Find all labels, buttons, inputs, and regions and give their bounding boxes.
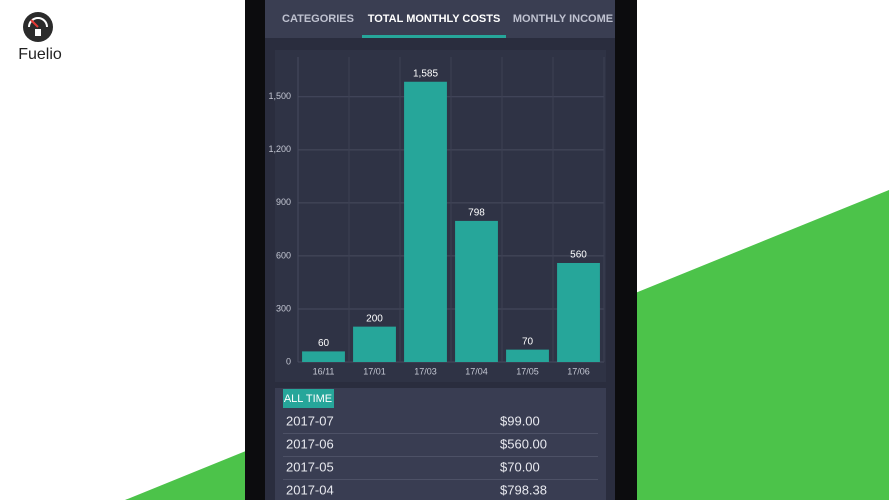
bar bbox=[455, 220, 498, 362]
x-tick-label: 17/01 bbox=[363, 366, 386, 376]
y-tick-label: 1,200 bbox=[268, 144, 291, 154]
y-tick-label: 0 bbox=[286, 356, 291, 366]
data-label: 60 bbox=[318, 338, 330, 349]
row-amount: $798.38 bbox=[500, 482, 547, 497]
logo-gauge bbox=[28, 17, 48, 28]
bar bbox=[557, 262, 600, 362]
bar bbox=[302, 351, 345, 362]
data-label: 1,585 bbox=[413, 68, 438, 79]
row-date: 2017-05 bbox=[286, 459, 334, 474]
logo-needle bbox=[30, 19, 39, 28]
tab[interactable]: MONTHLY INCOME bbox=[513, 13, 613, 25]
y-tick-label: 1,500 bbox=[268, 91, 291, 101]
logo-pump bbox=[35, 29, 41, 36]
filter-label[interactable]: ALL TIME bbox=[284, 393, 332, 405]
chart: 0 300 600 900 1,200 1,500 16/11 60 17/01 200 17/03… bbox=[268, 57, 605, 376]
filter-chip[interactable] bbox=[283, 389, 334, 408]
row-date: 2017-07 bbox=[286, 413, 334, 428]
bar bbox=[404, 81, 447, 362]
x-tick-label: 16/11 bbox=[313, 366, 335, 376]
tab-indicator bbox=[362, 35, 506, 38]
row-date: 2017-04 bbox=[286, 482, 334, 497]
data-label: 70 bbox=[522, 336, 534, 347]
row-amount: $70.00 bbox=[500, 459, 540, 474]
data-label: 200 bbox=[366, 313, 383, 324]
brand: Fuelio bbox=[18, 46, 62, 63]
y-tick-label: 300 bbox=[276, 303, 291, 313]
row-amount: $560.00 bbox=[500, 436, 547, 451]
row-date: 2017-06 bbox=[286, 436, 334, 451]
y-tick-label: 600 bbox=[276, 250, 291, 260]
x-tick-label: 17/05 bbox=[516, 366, 539, 376]
tab-bar bbox=[265, 0, 615, 38]
data-label: 560 bbox=[570, 250, 587, 261]
table: 2017-07 $99.00 2017-06 $560.00 2017-05 $70.00… bbox=[283, 413, 598, 497]
y-tick-label: 900 bbox=[276, 197, 291, 207]
tab[interactable]: CATEGORIES bbox=[282, 13, 354, 25]
x-tick-label: 17/04 bbox=[465, 366, 488, 376]
data-label: 798 bbox=[468, 208, 485, 219]
x-tick-label: 17/03 bbox=[414, 366, 437, 376]
bar bbox=[353, 326, 396, 362]
row-amount: $99.00 bbox=[500, 413, 540, 428]
bar bbox=[506, 349, 549, 362]
x-tick-label: 17/06 bbox=[567, 366, 590, 376]
tab-active[interactable]: TOTAL MONTHLY COSTS bbox=[368, 13, 501, 25]
